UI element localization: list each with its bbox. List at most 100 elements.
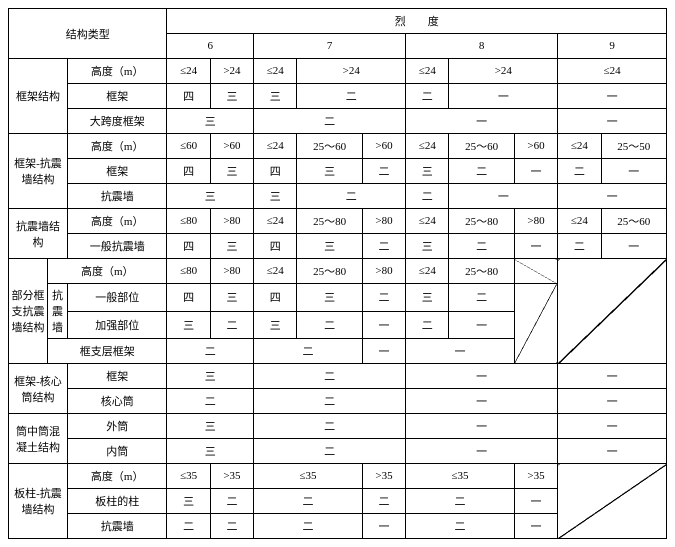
cell: >24 — [297, 59, 406, 84]
table-row: 大跨度框架 三 二 一 一 — [9, 109, 667, 134]
cell: 二 — [406, 514, 515, 539]
cell: ≤24 — [254, 134, 297, 159]
cell: 二 — [362, 284, 405, 312]
cell: ≤24 — [406, 134, 449, 159]
cell: 一 — [362, 339, 405, 364]
cell: 一 — [362, 514, 405, 539]
cell: 四 — [254, 284, 297, 312]
cell: 二 — [406, 184, 449, 209]
cell: 二 — [558, 159, 601, 184]
cell: 一 — [406, 439, 558, 464]
cell: 二 — [449, 234, 514, 259]
table-row: 框架 四 三 四 三 二 三 二 一 二 一 — [9, 159, 667, 184]
cell: 三 — [167, 439, 254, 464]
cell: 二 — [167, 339, 254, 364]
row-label: 板柱的柱 — [67, 489, 166, 514]
cell: 四 — [167, 84, 210, 109]
cell: 一 — [601, 234, 667, 259]
cell: 二 — [449, 284, 514, 312]
cell: ≤24 — [558, 134, 601, 159]
cell: 一 — [601, 159, 667, 184]
cell: >24 — [210, 59, 253, 84]
cell: 三 — [297, 159, 362, 184]
cell: 四 — [167, 159, 210, 184]
cell: 三 — [297, 234, 362, 259]
cell: 二 — [362, 234, 405, 259]
cell: 一 — [406, 414, 558, 439]
col-8: 8 — [406, 34, 558, 59]
structure-table: 结构类型 烈 度 6 7 8 9 框架结构 高度（m） ≤24 >24 ≤24 … — [8, 8, 667, 539]
cell: 三 — [167, 184, 254, 209]
cell: 一 — [449, 84, 558, 109]
cell: ≤24 — [254, 209, 297, 234]
row-label: 高度（m） — [67, 134, 166, 159]
table-row: 框架结构 高度（m） ≤24 >24 ≤24 >24 ≤24 >24 ≤24 — [9, 59, 667, 84]
cell: 四 — [167, 284, 210, 312]
cell: >35 — [514, 464, 557, 489]
cell: 三 — [210, 84, 253, 109]
cell: 二 — [406, 84, 449, 109]
table-row: 筒中筒混凝土结构 外筒 三 二 一 一 — [9, 414, 667, 439]
cell: >60 — [362, 134, 405, 159]
cell: 二 — [254, 414, 406, 439]
row-label: 内筒 — [67, 439, 166, 464]
cell: 一 — [514, 159, 557, 184]
cell: 三 — [406, 234, 449, 259]
col-6: 6 — [167, 34, 254, 59]
diag-cell — [514, 284, 557, 364]
row-label: 一般部位 — [67, 284, 166, 312]
cell: 二 — [254, 439, 406, 464]
cell: 二 — [210, 489, 253, 514]
cat-slab-column: 板柱-抗震墙结构 — [9, 464, 68, 539]
cell: 二 — [406, 489, 515, 514]
table-row: 抗震墙结构 高度（m） ≤80 >80 ≤24 25～80 >80 ≤24 25… — [9, 209, 667, 234]
cat-tube-in-tube: 筒中筒混凝土结构 — [9, 414, 68, 464]
cell: 三 — [406, 284, 449, 312]
col-struct-type: 结构类型 — [9, 9, 167, 59]
cell: >35 — [362, 464, 405, 489]
cell: ≤24 — [254, 259, 297, 284]
row-label: 一般抗震墙 — [67, 234, 166, 259]
cell: 一 — [514, 489, 557, 514]
cell: ≤60 — [167, 134, 210, 159]
cell: ≤35 — [406, 464, 515, 489]
cell: 二 — [297, 184, 406, 209]
col-9: 9 — [558, 34, 667, 59]
cell: 一 — [558, 109, 667, 134]
row-label: 高度（m） — [48, 259, 167, 284]
table-row: 核心筒 二 二 一 一 — [9, 389, 667, 414]
cell: ≤24 — [558, 209, 601, 234]
table-row: 框架-抗震墙结构 高度（m） ≤60 >60 ≤24 25～60 >60 ≤24… — [9, 134, 667, 159]
table-row: 一般抗震墙 四 三 四 三 二 三 二 一 二 一 — [9, 234, 667, 259]
row-label: 框架 — [67, 364, 166, 389]
cell: ≤24 — [406, 59, 449, 84]
row-label: 加强部位 — [67, 311, 166, 339]
cat-shearwall: 抗震墙结构 — [9, 209, 68, 259]
cell: 一 — [406, 364, 558, 389]
col-7: 7 — [254, 34, 406, 59]
cell: 二 — [210, 311, 253, 339]
row-label: 核心筒 — [67, 389, 166, 414]
row-label: 抗震墙 — [67, 184, 166, 209]
cell: 二 — [558, 234, 601, 259]
cell: 三 — [167, 489, 210, 514]
table-row: 内筒 三 二 一 一 — [9, 439, 667, 464]
cell: 一 — [449, 311, 514, 339]
cell: 二 — [167, 389, 254, 414]
cell: 一 — [558, 184, 667, 209]
cell: ≤80 — [167, 259, 210, 284]
cell: 二 — [167, 514, 210, 539]
cat-frame-coretube: 框架-核心筒结构 — [9, 364, 68, 414]
cell: 25～50 — [601, 134, 667, 159]
cell: 25～80 — [297, 209, 362, 234]
table-row: 部分框支抗震墙结构 高度（m） ≤80 >80 ≤24 25～80 >80 ≤2… — [9, 259, 667, 284]
cell: 一 — [406, 339, 515, 364]
cell: 三 — [210, 159, 253, 184]
table-row: 框架-核心筒结构 框架 三 二 一 一 — [9, 364, 667, 389]
cell: 三 — [167, 109, 254, 134]
cell: 四 — [167, 234, 210, 259]
cell: 三 — [406, 159, 449, 184]
cell: ≤35 — [254, 464, 363, 489]
cell: 三 — [254, 184, 297, 209]
diag-cell — [558, 259, 667, 364]
